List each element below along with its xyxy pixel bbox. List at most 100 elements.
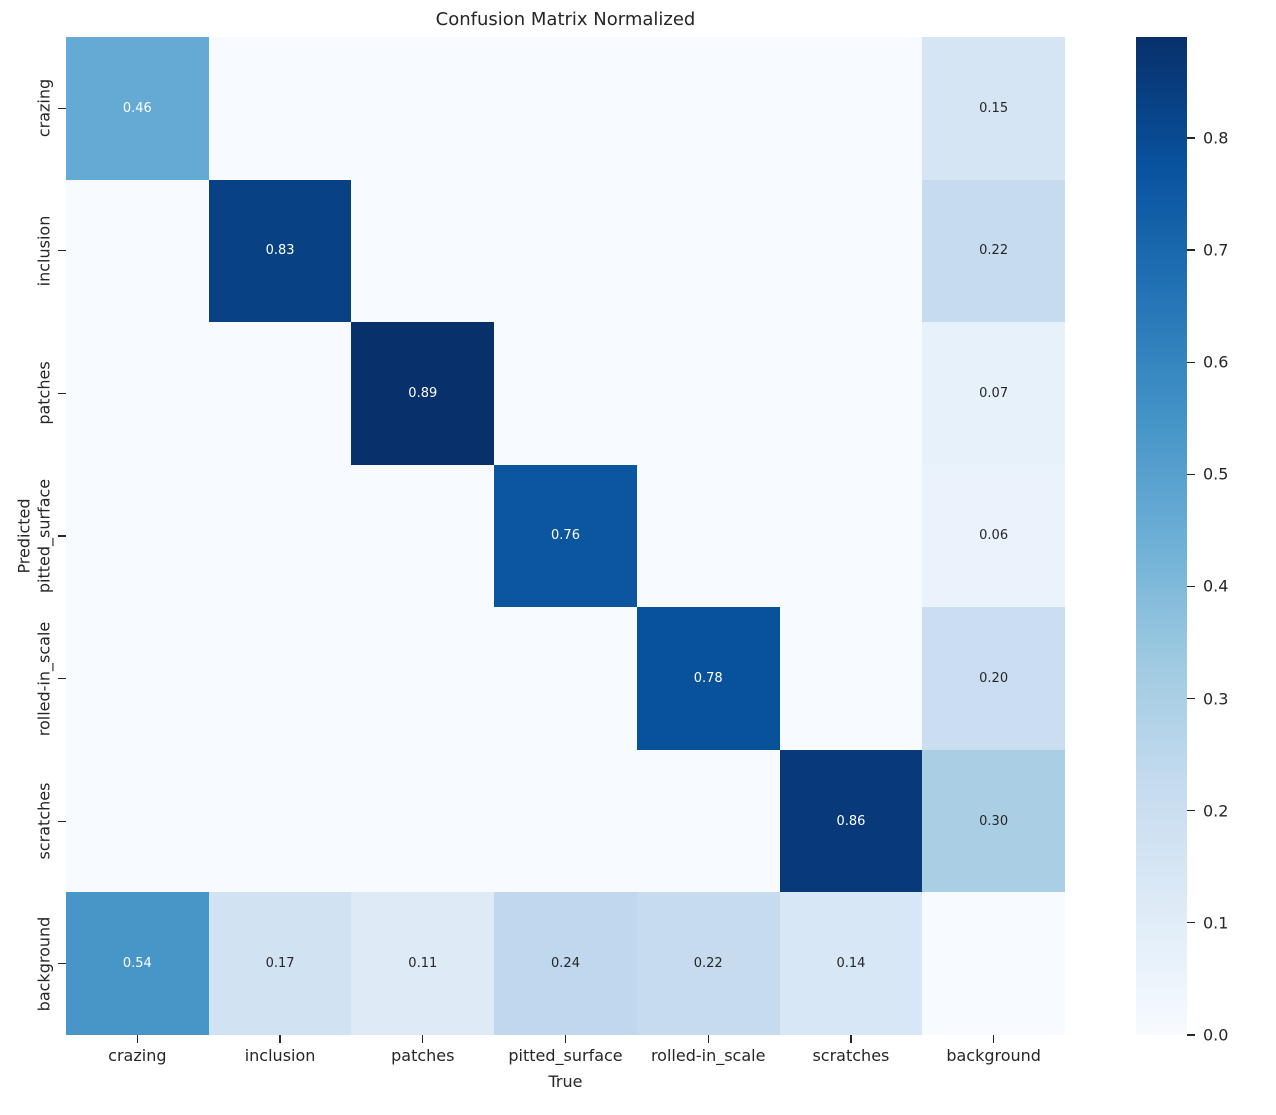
heatmap-cell [779, 37, 923, 180]
heatmap-cell [636, 749, 780, 893]
y-tick-mark [58, 963, 66, 965]
heatmap-cell [494, 179, 637, 323]
heatmap-cell [351, 37, 495, 180]
heatmap-cell [636, 179, 780, 323]
colorbar-tick-mark [1187, 249, 1195, 251]
cell-annotation: 0.24 [551, 956, 580, 972]
heatmap-cell: 0.83 [208, 179, 352, 323]
heatmap-cell: 0.22 [922, 179, 1065, 323]
x-tick-mark [136, 1035, 138, 1043]
heatmap-cell: 0.24 [494, 892, 637, 1035]
heatmap-cell: 0.20 [922, 607, 1065, 750]
x-tick-label: scratches [812, 1046, 890, 1065]
chart-title: Confusion Matrix Normalized [435, 9, 696, 30]
cell-annotation: 0.11 [408, 956, 438, 972]
y-tick-label: inclusion [34, 215, 54, 287]
heatmap-cell [66, 749, 209, 893]
colorbar-tick-label: 0.2 [1203, 801, 1229, 821]
colorbar-tick-label: 0.3 [1203, 689, 1229, 709]
x-tick-label: background [946, 1046, 1041, 1065]
y-tick-label: scratches [34, 782, 54, 860]
colorbar-tick-mark [1187, 585, 1195, 588]
heatmap-cell: 0.07 [922, 322, 1065, 465]
cell-annotation: 0.46 [122, 100, 152, 116]
heatmap-cell [208, 322, 352, 465]
colorbar-tick-label: 0.8 [1203, 128, 1229, 148]
heatmap-cell [208, 607, 352, 750]
heatmap-cell: 0.78 [636, 607, 780, 750]
x-tick-mark [993, 1035, 995, 1043]
y-tick-mark [58, 677, 66, 680]
heatmap-cell [494, 37, 637, 180]
y-tick-mark [58, 535, 66, 537]
heatmap-cell [351, 179, 495, 323]
x-tick-mark [279, 1035, 281, 1043]
heatmap-cell: 0.89 [351, 322, 495, 465]
colorbar-tick-label: 0.7 [1203, 240, 1229, 260]
x-tick-mark [564, 1035, 567, 1043]
heatmap-cell [66, 607, 209, 750]
heatmap-cell [494, 322, 637, 465]
heatmap-cell [66, 464, 209, 608]
y-axis-label: Predicted [14, 498, 34, 574]
heatmap-cell [66, 322, 209, 465]
heatmap-cell [636, 464, 780, 608]
cell-annotation: 0.76 [551, 528, 580, 544]
heatmap-cell [208, 464, 352, 608]
heatmap-cell: 0.30 [922, 749, 1065, 893]
heatmap-cell: 0.15 [922, 37, 1065, 180]
colorbar-tick-label: 0.4 [1203, 576, 1229, 596]
colorbar-tick-mark [1187, 697, 1195, 700]
y-tick-mark [58, 250, 66, 252]
heatmap-cell [636, 322, 780, 465]
cell-annotation: 0.14 [836, 956, 866, 972]
y-tick-label: patches [34, 361, 54, 426]
heatmap-cell [208, 749, 352, 893]
x-tick-label: rolled-in_scale [650, 1046, 766, 1065]
x-tick-mark [707, 1035, 709, 1043]
heatmap-cell: 0.46 [66, 37, 209, 180]
heatmap-cell [779, 464, 923, 608]
heatmap-cell [636, 37, 780, 180]
heatmap-cell [779, 179, 923, 323]
cell-annotation: 0.89 [408, 385, 438, 401]
cell-annotation: 0.07 [979, 385, 1009, 401]
cell-annotation: 0.22 [979, 243, 1009, 259]
heatmap-cell: 0.22 [636, 892, 780, 1035]
y-tick-mark [58, 820, 66, 822]
colorbar-tick-mark [1187, 473, 1195, 475]
heatmap-cell: 0.17 [208, 892, 352, 1035]
heatmap-cell [494, 607, 637, 750]
heatmap-cell [351, 464, 495, 608]
x-axis-label: True [548, 1072, 583, 1091]
cell-annotation: 0.54 [122, 956, 152, 972]
cell-annotation: 0.86 [836, 813, 866, 829]
heatmap-cell: 0.06 [922, 464, 1065, 608]
colorbar-tick-label: 0.1 [1203, 913, 1229, 933]
colorbar-tick-mark [1187, 810, 1195, 812]
x-tick-mark [850, 1035, 852, 1043]
heatmap-cell [66, 179, 209, 323]
y-tick-label: crazing [34, 79, 54, 138]
colorbar-tick-mark [1187, 1034, 1195, 1036]
heatmap-cell [494, 749, 637, 893]
cell-annotation: 0.30 [979, 813, 1009, 829]
colorbar [1136, 37, 1187, 1035]
heatmap-cell: 0.11 [351, 892, 495, 1035]
heatmap-cell [922, 892, 1065, 1035]
cell-annotation: 0.15 [979, 100, 1009, 116]
colorbar-tick-label: 0.0 [1203, 1025, 1229, 1045]
cell-annotation: 0.22 [693, 956, 723, 972]
heatmap-cell: 0.76 [494, 464, 637, 608]
x-tick-label: patches [391, 1046, 455, 1065]
heatmap-cell [208, 37, 352, 180]
heatmap-cell: 0.14 [779, 892, 923, 1035]
heatmap-cell [779, 607, 923, 750]
x-tick-label: crazing [108, 1046, 167, 1065]
colorbar-tick-label: 0.5 [1203, 464, 1229, 484]
colorbar-tick-mark [1187, 922, 1195, 924]
colorbar-tick-mark [1187, 137, 1195, 139]
x-tick-label: pitted_surface [508, 1046, 623, 1065]
y-tick-label: pitted_surface [34, 478, 54, 594]
